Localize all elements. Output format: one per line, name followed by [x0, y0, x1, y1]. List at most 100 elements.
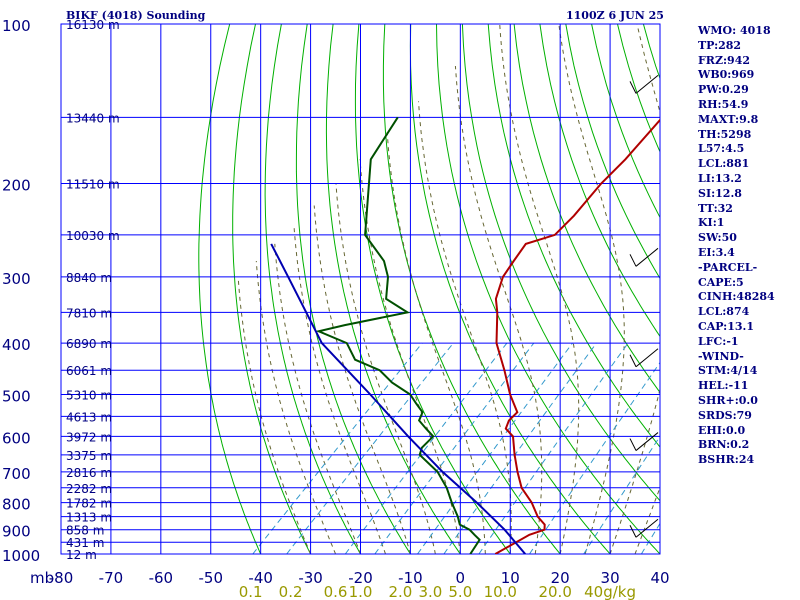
height-label: 4613 m	[66, 410, 112, 424]
wind-barb	[635, 432, 659, 451]
mixing-ratio-line	[478, 342, 629, 554]
height-label: 2282 m	[66, 482, 112, 496]
index-item: -WIND-	[698, 349, 744, 363]
temp-tick-label: -40	[248, 569, 273, 587]
index-item: EI:3.4	[698, 245, 735, 259]
height-label: 7810 m	[66, 306, 112, 320]
temp-tick-label: 20	[551, 569, 570, 587]
moist-adiabat-line	[609, 24, 660, 554]
dry-adiabat-line	[773, 24, 800, 554]
mixing-ratio-line	[286, 342, 454, 554]
wind-barb	[635, 348, 659, 368]
index-item: WB0:969	[698, 68, 755, 82]
height-label: 13440 m	[66, 111, 120, 125]
mixing-ratio-label: 0.2	[279, 583, 303, 600]
mixing-ratio-line	[417, 342, 573, 554]
index-item: CAP:13.1	[698, 319, 755, 333]
mixing-ratio-label: 2.0	[389, 583, 413, 600]
height-label: 6890 m	[66, 337, 112, 351]
height-label: 10030 m	[66, 229, 120, 243]
grid-lines	[60, 23, 661, 555]
index-item: LFC:-1	[698, 334, 739, 348]
mixing-ratio-line	[252, 342, 423, 554]
pressure-tick-label: 600	[2, 429, 31, 447]
mixing-ratio-label: 40g/kg	[584, 583, 636, 600]
mixing-ratio-label: 10.0	[484, 583, 517, 600]
chart-title: BIKF (4018) Sounding	[66, 9, 206, 22]
pressure-tick-label: 100	[2, 17, 31, 35]
wind-barb	[635, 247, 659, 267]
pressure-tick-label: 500	[2, 387, 31, 405]
index-item: BSHR:24	[698, 453, 755, 467]
mixing-ratio-label: 0.6	[324, 583, 348, 600]
pressure-tick-label: 1000	[2, 547, 40, 565]
height-label: 858 m	[66, 524, 104, 538]
dry-adiabat-line	[198, 24, 262, 554]
height-label: 1782 m	[66, 497, 112, 511]
moist-adiabat-line	[274, 243, 361, 554]
dry-adiabat-line	[295, 24, 411, 554]
height-label: 431 m	[66, 536, 104, 550]
pressure-tick-label: 200	[2, 177, 31, 195]
index-item: SHR+:0.0	[698, 393, 758, 407]
pressure-tick-label: 800	[2, 496, 31, 514]
parcel-line	[270, 243, 526, 554]
moist-adiabat-line	[359, 159, 461, 554]
index-item: L57:4.5	[698, 142, 745, 156]
temp-tick-label: -20	[348, 569, 373, 587]
moist-adiabat-line	[499, 24, 580, 554]
index-item: CINH:48284	[698, 290, 775, 304]
wind-barb	[629, 525, 637, 538]
height-label: 11510 m	[66, 178, 120, 192]
height-label: 8840 m	[66, 271, 112, 285]
wind-barb	[629, 81, 637, 94]
sounding-lines	[270, 116, 660, 554]
mixing-ratio-label: 5.0	[448, 583, 472, 600]
temp-tick-label: -70	[99, 569, 124, 587]
index-item: WMO: 4018	[698, 24, 771, 37]
index-item: KI:1	[698, 216, 725, 230]
temp-tick-label: 0	[456, 569, 466, 587]
index-item: SI:12.8	[698, 186, 742, 200]
index-item: CAPE:5	[698, 275, 744, 289]
wind-barb	[629, 354, 637, 367]
height-label: 6061 m	[66, 364, 112, 378]
index-item: LI:13.2	[698, 171, 742, 185]
height-label: 16130 m	[66, 18, 120, 32]
wind-barbs	[629, 74, 659, 538]
index-item: EHI:0.0	[698, 423, 746, 437]
wind-barb	[635, 518, 659, 538]
index-item: BRN:0.2	[698, 438, 750, 452]
temp-tick-label: 10	[501, 569, 520, 587]
mixing-ratio-label: 3.0	[418, 583, 442, 600]
index-item: TH:5298	[698, 127, 752, 141]
temp-tick-label: 40	[650, 569, 669, 587]
pressure-tick-label: 700	[2, 465, 31, 483]
moist-adiabat-line	[237, 280, 312, 554]
height-label: 3375 m	[66, 449, 112, 463]
temp-tick-label: -10	[398, 569, 423, 587]
moist-adiabat-line	[418, 101, 512, 554]
moist-adiabat-line	[335, 183, 436, 554]
index-item: -PARCEL-	[698, 260, 758, 274]
plot-frame	[60, 23, 661, 555]
pressure-tick-label: 400	[2, 336, 31, 354]
height-label: 12 m	[66, 548, 97, 562]
y-axis-label: mb	[30, 569, 54, 587]
index-item: STM:4/14	[698, 364, 758, 378]
height-label: 5310 m	[66, 388, 112, 402]
index-item: TT:32	[698, 201, 733, 215]
moist-adiabat-line	[558, 24, 625, 554]
mixing-ratio-label: 0.1	[239, 583, 263, 600]
index-item: LCL:874	[698, 305, 750, 319]
dry-adiabat-line	[264, 24, 361, 554]
height-label: 1313 m	[66, 511, 112, 525]
sounding-time: 1100Z 6 JUN 25	[566, 9, 664, 22]
wind-barb	[629, 254, 637, 267]
pressure-tick-label: 900	[2, 523, 31, 541]
index-item: SRDS:79	[698, 408, 752, 422]
height-label: 3972 m	[66, 430, 112, 444]
moist-adiabat-line	[255, 260, 336, 554]
